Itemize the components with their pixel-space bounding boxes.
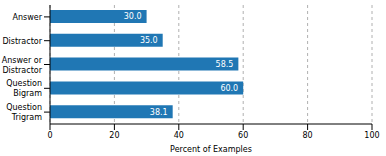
svg-text:QuestionBigram: QuestionBigram xyxy=(8,79,42,98)
svg-text:Answer orDistractor: Answer orDistractor xyxy=(8,56,43,75)
svg-text:30.0: 30.0 xyxy=(124,12,142,21)
svg-text:80: 80 xyxy=(303,131,313,140)
svg-text:100: 100 xyxy=(364,131,378,140)
svg-text:Percent of Examples: Percent of Examples xyxy=(170,145,252,154)
svg-text:Distractor: Distractor xyxy=(8,37,43,46)
svg-text:QuestionTrigram: QuestionTrigram xyxy=(8,103,42,122)
svg-text:60.0: 60.0 xyxy=(220,84,238,93)
svg-text:58.5: 58.5 xyxy=(216,60,234,69)
svg-text:40: 40 xyxy=(174,131,184,140)
svg-text:38.1: 38.1 xyxy=(150,108,168,117)
svg-text:Answer: Answer xyxy=(13,13,43,22)
svg-text:0: 0 xyxy=(47,131,52,140)
svg-text:60: 60 xyxy=(238,131,248,140)
svg-text:20: 20 xyxy=(109,131,119,140)
svg-text:35.0: 35.0 xyxy=(140,36,158,45)
